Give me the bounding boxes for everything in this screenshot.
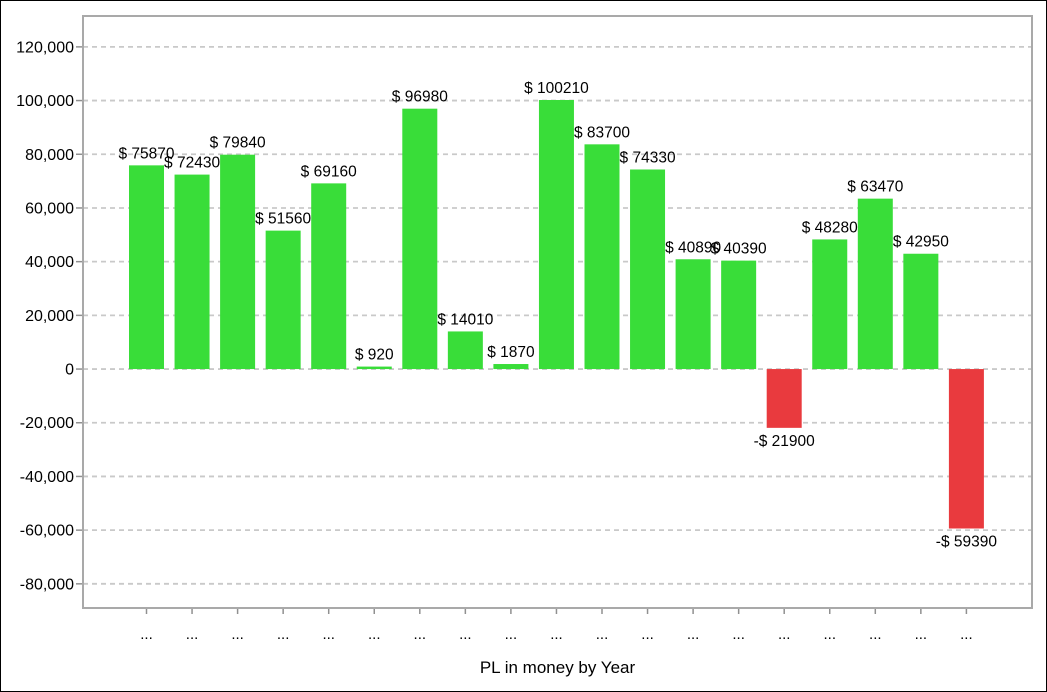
y-axis-tick-label: 40,000 [25, 254, 74, 271]
bar [220, 154, 256, 370]
x-axis-tick-label: ... [823, 626, 836, 643]
bar-value-label: $ 83700 [574, 124, 630, 141]
x-axis-tick-label: ... [596, 626, 609, 643]
x-axis-tick-label: ... [960, 626, 973, 643]
bar-value-label: $ 79840 [210, 135, 266, 152]
bar-value-label: $ 74330 [620, 149, 676, 166]
bars-layer [129, 100, 984, 529]
bar [857, 198, 893, 370]
x-axis-tick-label: ... [414, 626, 427, 643]
x-axis-tick-label: ... [641, 626, 654, 643]
bar [129, 165, 164, 370]
x-axis-tick-label: ... [550, 626, 563, 643]
bar-value-label: $ 14010 [437, 311, 493, 328]
x-axis-tick-label: ... [277, 626, 290, 643]
bar [630, 169, 666, 370]
bar [812, 239, 848, 370]
x-axis-tick-label: ... [505, 626, 518, 643]
y-axis-tick-label: 60,000 [25, 200, 74, 217]
x-axis-tick-label: ... [915, 626, 928, 643]
chart-title: PL in money by Year [480, 658, 636, 677]
bar-value-label: $ 920 [355, 347, 394, 364]
bar [447, 331, 483, 370]
bar-value-label: -$ 59390 [936, 534, 998, 551]
bar-value-label: $ 42950 [893, 234, 949, 251]
bar-value-label: -$ 21900 [754, 433, 816, 450]
plot-border [82, 15, 1033, 609]
axes-layer: 120,000 100,000 80,000 60,000 40,000 20,000 0 -… [16, 39, 973, 643]
bar [265, 230, 301, 370]
value-labels-layer: $ 75870$ 72430 $ 79840 $ 51560 $ 69160 $ 920… [118, 80, 997, 550]
y-axis-tick-label: 0 [65, 362, 74, 379]
bar-value-label: $ 51560 [255, 211, 311, 228]
bar [675, 259, 711, 370]
y-axis-tick-label: -60,000 [20, 523, 74, 540]
bar [903, 253, 939, 370]
y-axis-tick-label: 20,000 [25, 308, 74, 325]
x-axis-tick-label: ... [869, 626, 882, 643]
bar-value-label: $ 96980 [392, 89, 448, 106]
bar [174, 174, 210, 370]
bar-value-label: $ 69160 [301, 163, 357, 180]
x-axis-tick-label: ... [687, 626, 700, 643]
bar [584, 144, 620, 370]
bar [356, 366, 392, 370]
bar-value-label: $ 75870 [118, 145, 174, 162]
bar [948, 369, 984, 529]
x-axis-tick-label: ... [459, 626, 472, 643]
bar [311, 183, 347, 370]
bar-value-label: $ 72430 [164, 155, 220, 172]
y-axis-tick-label: -80,000 [20, 576, 74, 593]
bar [402, 108, 438, 370]
bar-value-label: $ 48280 [802, 219, 858, 236]
bar [493, 364, 529, 370]
x-axis-tick-label: ... [368, 626, 381, 643]
x-axis-tick-label: ... [778, 626, 791, 643]
y-axis-tick-label: 80,000 [25, 147, 74, 164]
bar [721, 260, 757, 370]
x-axis-tick-label: ... [322, 626, 335, 643]
y-axis-tick-label: -20,000 [20, 415, 74, 432]
bar-value-label: $ 40390 [711, 241, 767, 258]
x-axis-tick-label: ... [140, 626, 153, 643]
bar [538, 100, 574, 370]
x-axis-tick-label: ... [231, 626, 244, 643]
y-axis-tick-label: 100,000 [16, 93, 74, 110]
bar-value-label: $ 100210 [524, 80, 589, 97]
bar-value-label: $ 40890 [665, 239, 721, 256]
bar-value-label: $ 63470 [847, 179, 903, 196]
bar-value-label: $ 1870 [487, 344, 535, 361]
x-axis-tick-label: ... [732, 626, 745, 643]
x-axis-tick-label: ... [186, 626, 199, 643]
bar [766, 369, 802, 428]
y-axis-tick-label: -40,000 [20, 469, 74, 486]
y-axis-tick-label: 120,000 [16, 39, 74, 56]
